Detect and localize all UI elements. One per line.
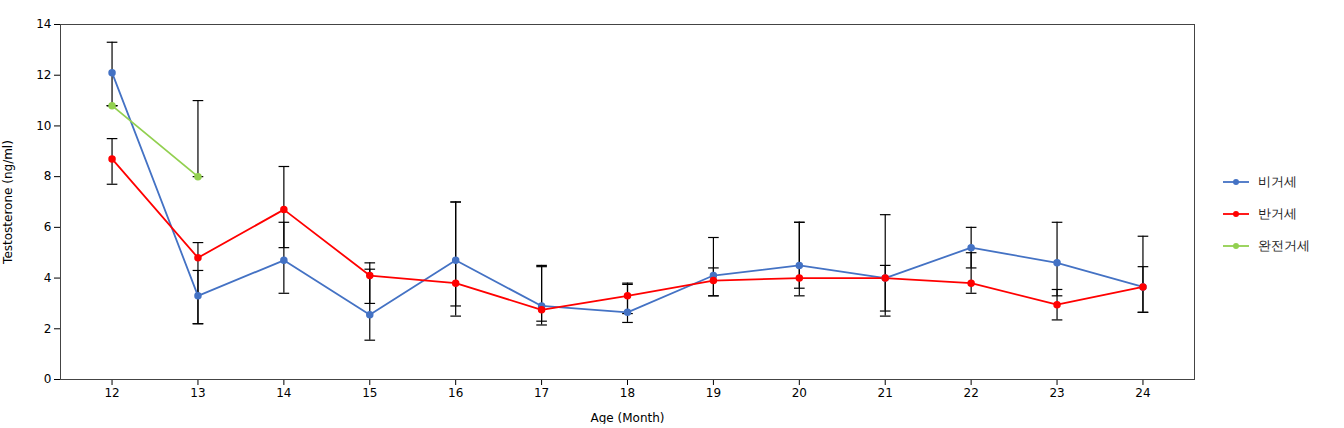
svg-text:18: 18 [620, 386, 635, 400]
svg-text:16: 16 [448, 386, 463, 400]
svg-text:8: 8 [44, 169, 52, 183]
html-text:완전거세: 완전거세 [1258, 238, 1310, 253]
svg-text:22: 22 [963, 386, 978, 400]
svg-text:10: 10 [36, 119, 51, 133]
svg-text:Age (Month): Age (Month) [591, 411, 665, 425]
svg-text:20: 20 [792, 386, 807, 400]
svg-text:14: 14 [276, 386, 291, 400]
svg-text:Testosterone (ng/ml): Testosterone (ng/ml) [1, 140, 15, 265]
svg-text:0: 0 [44, 372, 52, 386]
svg-text:17: 17 [534, 386, 549, 400]
svg-text:19: 19 [706, 386, 721, 400]
svg-text:12: 12 [104, 386, 119, 400]
svg-text:24: 24 [1135, 386, 1150, 400]
svg-text:2: 2 [44, 322, 52, 336]
svg-text:14: 14 [36, 17, 51, 31]
svg-text:6: 6 [44, 220, 52, 234]
svg-text:13: 13 [190, 386, 205, 400]
svg-text:23: 23 [1049, 386, 1064, 400]
svg-text:15: 15 [362, 386, 377, 400]
svg-text:12: 12 [36, 68, 51, 82]
html-text:반거세: 반거세 [1258, 206, 1297, 221]
svg-text:21: 21 [878, 386, 893, 400]
html-text:비거세: 비거세 [1258, 174, 1297, 189]
svg-text:4: 4 [44, 271, 52, 285]
